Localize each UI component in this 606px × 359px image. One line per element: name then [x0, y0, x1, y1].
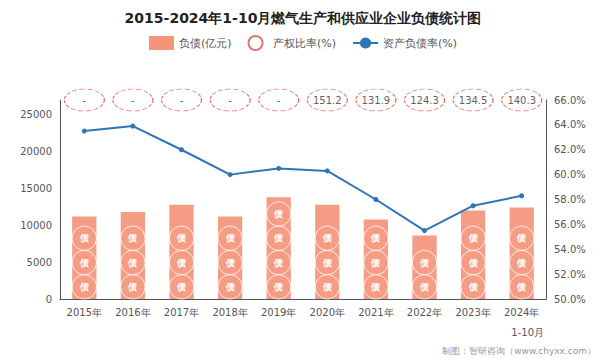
svg-text:66.0%: 66.0%	[554, 95, 586, 106]
svg-text:62.0%: 62.0%	[554, 144, 586, 155]
svg-text:140.3: 140.3	[507, 95, 536, 106]
svg-text:债: 债	[419, 282, 429, 292]
svg-text:15000: 15000	[20, 183, 52, 194]
svg-text:债: 债	[176, 258, 186, 268]
svg-text:债: 债	[516, 258, 526, 268]
svg-text:2017年: 2017年	[164, 307, 199, 318]
svg-text:10000: 10000	[20, 220, 52, 231]
svg-text:124.3: 124.3	[410, 95, 439, 106]
svg-text:60.0%: 60.0%	[554, 169, 586, 180]
svg-text:债: 债	[176, 233, 186, 243]
svg-text:56.0%: 56.0%	[554, 219, 586, 230]
svg-text:2024年: 2024年	[504, 307, 539, 318]
svg-text:债: 债	[468, 282, 478, 292]
svg-text:债: 债	[370, 258, 380, 268]
svg-text:负债(亿元): 负债(亿元)	[179, 37, 232, 50]
svg-text:债: 债	[79, 282, 89, 292]
svg-text:25000: 25000	[20, 109, 52, 120]
svg-text:债: 债	[79, 258, 89, 268]
svg-text:债: 债	[516, 282, 526, 292]
svg-text:债: 债	[79, 233, 89, 243]
svg-text:2015-2024年1-10月燃气生产和供应业企业负债统计图: 2015-2024年1-10月燃气生产和供应业企业负债统计图	[125, 10, 482, 26]
svg-text:131.9: 131.9	[362, 95, 391, 106]
svg-text:债: 债	[468, 233, 478, 243]
svg-text:债: 债	[370, 233, 380, 243]
svg-text:债: 债	[273, 233, 283, 243]
svg-text:134.5: 134.5	[459, 95, 488, 106]
svg-text:债: 债	[176, 282, 186, 292]
svg-text:债: 债	[370, 282, 380, 292]
svg-text:52.0%: 52.0%	[554, 269, 586, 280]
svg-text:债: 债	[225, 282, 235, 292]
svg-text:债: 债	[225, 258, 235, 268]
svg-text:债: 债	[322, 233, 332, 243]
svg-text:-: -	[82, 95, 86, 106]
svg-text:20000: 20000	[20, 146, 52, 157]
svg-text:50.0%: 50.0%	[554, 294, 586, 305]
svg-text:-: -	[131, 95, 135, 106]
svg-text:2023年: 2023年	[455, 307, 490, 318]
svg-text:债: 债	[273, 282, 283, 292]
svg-text:债: 债	[419, 258, 429, 268]
svg-text:债: 债	[322, 258, 332, 268]
svg-text:债: 债	[322, 282, 332, 292]
svg-text:2018年: 2018年	[212, 307, 247, 318]
svg-text:2020年: 2020年	[310, 307, 345, 318]
svg-text:2016年: 2016年	[115, 307, 150, 318]
svg-text:2019年: 2019年	[261, 307, 296, 318]
svg-text:资产负债率(%): 资产负债率(%)	[383, 37, 457, 50]
svg-text:债: 债	[127, 258, 137, 268]
svg-text:2015年: 2015年	[67, 307, 102, 318]
svg-text:-: -	[180, 95, 184, 106]
svg-text:债: 债	[273, 209, 283, 219]
svg-text:制图：智研咨询（www.chyxx.com）: 制图：智研咨询（www.chyxx.com）	[442, 346, 596, 356]
svg-text:54.0%: 54.0%	[554, 244, 586, 255]
svg-text:债: 债	[225, 233, 235, 243]
svg-text:债: 债	[127, 282, 137, 292]
svg-text:债: 债	[273, 258, 283, 268]
svg-text:58.0%: 58.0%	[554, 194, 586, 205]
svg-text:债: 债	[516, 233, 526, 243]
svg-text:-: -	[228, 95, 232, 106]
svg-text:产权比率(%): 产权比率(%)	[273, 37, 336, 50]
svg-text:2022年: 2022年	[407, 307, 442, 318]
svg-text:64.0%: 64.0%	[554, 119, 586, 130]
svg-text:债: 债	[468, 258, 478, 268]
svg-text:-: -	[277, 95, 281, 106]
svg-text:2021年: 2021年	[358, 307, 393, 318]
svg-text:1-10月: 1-10月	[511, 327, 544, 338]
svg-text:债: 债	[127, 233, 137, 243]
svg-text:5000: 5000	[27, 257, 52, 268]
svg-text:151.2: 151.2	[313, 95, 342, 106]
svg-text:0: 0	[46, 294, 52, 305]
